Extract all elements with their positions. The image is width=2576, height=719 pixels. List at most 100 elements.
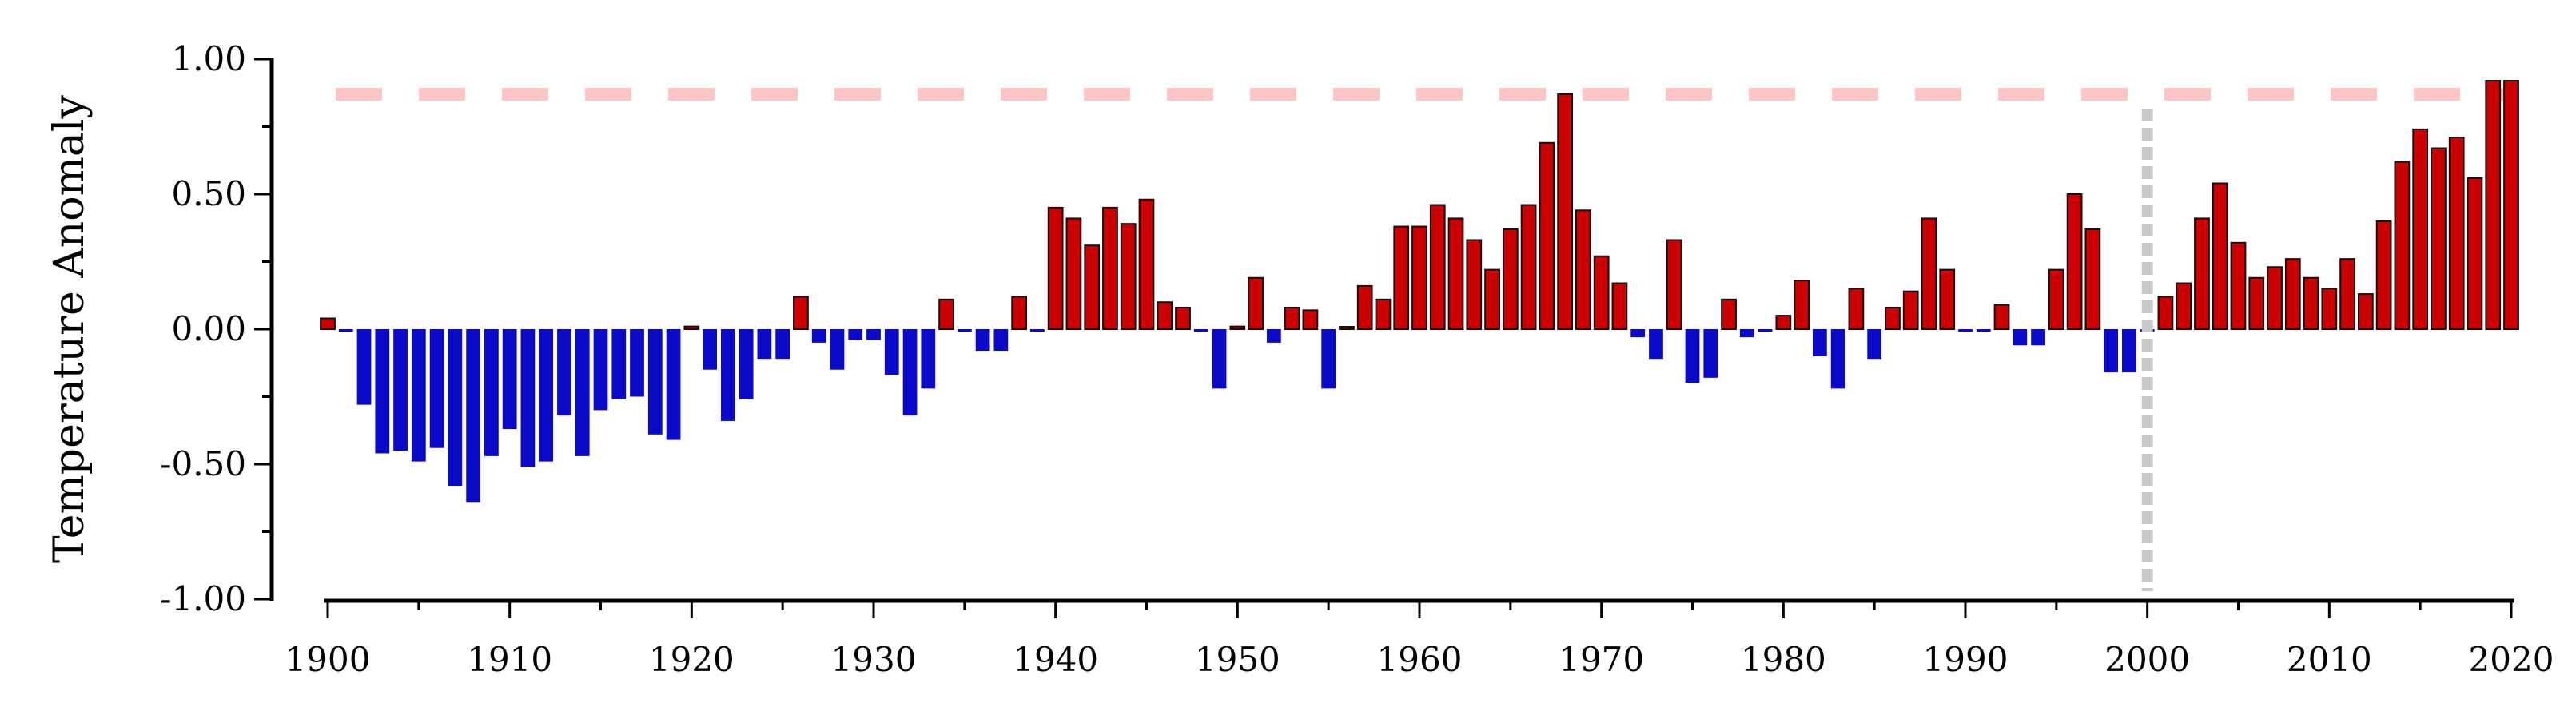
bar-2010 xyxy=(2321,288,2338,330)
bar-1935 xyxy=(957,329,972,332)
x-tick-labels: 1900 1910 1920 1930 1940 1950 1960 1970 1980 1990… xyxy=(285,640,2554,679)
bar-1961 xyxy=(1429,204,1446,330)
bar-1962 xyxy=(1447,217,1464,331)
bar-1923 xyxy=(739,329,754,399)
bar-1971 xyxy=(1611,282,1628,331)
bar-2012 xyxy=(2357,293,2374,330)
bar-2019 xyxy=(2485,80,2502,330)
x-tick-label: 1920 xyxy=(649,640,735,679)
bar-1915 xyxy=(593,329,608,411)
bar-1944 xyxy=(1120,223,1137,330)
bar-1905 xyxy=(411,329,426,462)
bar-1950 xyxy=(1229,325,1246,330)
bar-2020 xyxy=(2503,80,2519,330)
bar-1939 xyxy=(1030,329,1045,332)
bar-1997 xyxy=(2084,228,2101,330)
bar-1980 xyxy=(1775,315,1792,331)
bar-1964 xyxy=(1484,268,1500,331)
bar-1953 xyxy=(1284,306,1300,330)
bar-1942 xyxy=(1084,244,1101,330)
bar-1966 xyxy=(1520,204,1537,330)
bar-1981 xyxy=(1794,280,1810,331)
bar-1921 xyxy=(703,329,717,370)
bar-1982 xyxy=(1812,329,1827,356)
bar-1991 xyxy=(1976,329,1991,332)
x-tick-label: 1980 xyxy=(1741,640,1826,679)
bar-1959 xyxy=(1393,225,1410,330)
bar-1924 xyxy=(757,329,772,360)
bar-1920 xyxy=(683,325,700,330)
bar-1972 xyxy=(1630,329,1646,338)
bars-group xyxy=(320,80,2519,503)
bar-2005 xyxy=(2230,241,2247,330)
bar-1931 xyxy=(884,329,899,375)
bar-1983 xyxy=(1830,329,1845,389)
bar-1922 xyxy=(720,329,735,421)
bar-1937 xyxy=(993,329,1009,352)
bar-1948 xyxy=(1193,329,1208,332)
bar-1908 xyxy=(466,329,481,503)
bar-1925 xyxy=(775,329,790,360)
x-tick-label: 1950 xyxy=(1195,640,1280,679)
bar-1967 xyxy=(1539,141,1555,330)
y-tick-label: 0.00 xyxy=(171,309,246,348)
bar-1934 xyxy=(938,298,954,331)
bar-1910 xyxy=(502,329,517,430)
bar-1940 xyxy=(1047,206,1064,330)
bar-1929 xyxy=(848,329,863,340)
bar-1949 xyxy=(1212,329,1227,389)
x-tick-label: 1930 xyxy=(831,640,917,679)
bar-2009 xyxy=(2303,276,2319,330)
bar-1993 xyxy=(2013,329,2028,346)
bar-1912 xyxy=(539,329,554,462)
bar-1928 xyxy=(830,329,845,370)
bar-1907 xyxy=(448,329,463,487)
bar-1926 xyxy=(793,296,809,331)
bar-1976 xyxy=(1703,329,1718,378)
bar-1909 xyxy=(484,329,499,456)
bar-1963 xyxy=(1466,239,1483,330)
bar-1906 xyxy=(429,329,444,448)
bar-1930 xyxy=(866,329,881,340)
bar-1941 xyxy=(1065,217,1082,331)
bar-1903 xyxy=(375,329,390,454)
axes-group xyxy=(254,58,2514,618)
bar-1988 xyxy=(1921,217,1937,331)
y-tick-labels: 1.00 0.50 0.00 -0.50 -1.00 xyxy=(160,39,246,618)
bar-2015 xyxy=(2412,128,2429,330)
bar-1999 xyxy=(2122,329,2136,373)
bar-1936 xyxy=(975,329,990,352)
x-tick-label: 2000 xyxy=(2104,640,2190,679)
bar-1954 xyxy=(1302,309,1319,330)
bar-1979 xyxy=(1758,329,1773,332)
x-tick-label: 1970 xyxy=(1559,640,1644,679)
x-tick-label: 1910 xyxy=(467,640,552,679)
x-tick-label: 2010 xyxy=(2287,640,2372,679)
bar-1960 xyxy=(1411,225,1427,330)
bar-1985 xyxy=(1867,329,1882,360)
bar-1914 xyxy=(575,329,590,456)
bar-1975 xyxy=(1685,329,1700,383)
bar-1969 xyxy=(1575,209,1591,330)
bar-1951 xyxy=(1248,276,1264,330)
bar-1900 xyxy=(320,317,336,331)
bar-1986 xyxy=(1885,306,1901,330)
bar-1933 xyxy=(921,329,936,389)
bar-1978 xyxy=(1739,329,1754,338)
y-axis-label: Temperature Anomaly xyxy=(46,94,94,562)
bar-1955 xyxy=(1321,329,1336,389)
bar-1990 xyxy=(1958,329,1973,332)
bar-1902 xyxy=(356,329,372,405)
bar-2017 xyxy=(2448,137,2465,330)
bar-1992 xyxy=(1993,304,2010,330)
bar-1917 xyxy=(630,329,644,397)
bar-1987 xyxy=(1902,290,1919,330)
bar-2003 xyxy=(2194,217,2210,331)
bar-2013 xyxy=(2375,220,2392,330)
x-tick-label: 1900 xyxy=(285,640,371,679)
bar-1916 xyxy=(611,329,627,399)
bar-1943 xyxy=(1102,206,1118,330)
bar-1904 xyxy=(393,329,408,451)
bar-1984 xyxy=(1848,288,1865,330)
